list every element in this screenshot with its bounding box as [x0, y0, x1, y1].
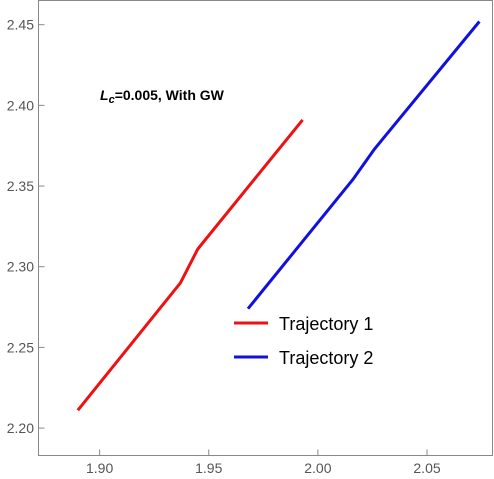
legend: Trajectory 1 Trajectory 2 — [234, 314, 373, 368]
y-tick-label: 2.35 — [7, 178, 34, 194]
y-tick-label: 2.20 — [7, 420, 34, 436]
x-tick-label: 2.05 — [413, 460, 440, 476]
legend-label-trajectory-1: Trajectory 1 — [279, 314, 373, 334]
series-line-trajectory-1 — [76, 118, 304, 412]
chart-annotation: Lc=0.005, With GW — [100, 87, 225, 106]
plot-frame — [38, 0, 493, 456]
y-tick-label: 2.25 — [7, 339, 34, 355]
y-tick-label: 2.45 — [7, 17, 34, 33]
y-tick-label: 2.40 — [7, 97, 34, 113]
legend-item-trajectory-2: Trajectory 2 — [234, 348, 373, 368]
series-line-trajectory-2 — [246, 20, 481, 310]
x-axis-ticks: 1.90 1.95 2.00 2.05 — [86, 449, 441, 476]
x-tick-label: 1.95 — [195, 460, 222, 476]
legend-label-trajectory-2: Trajectory 2 — [279, 348, 373, 368]
annotation-text: =0.005, With GW — [115, 87, 225, 103]
legend-item-trajectory-1: Trajectory 1 — [234, 314, 373, 334]
y-axis-ticks: 2.20 2.25 2.30 2.35 2.40 2.45 — [7, 17, 45, 436]
annotation-symbol: L — [100, 87, 109, 103]
annotation-subscript: c — [109, 94, 115, 106]
y-tick-label: 2.30 — [7, 259, 34, 275]
x-tick-label: 2.00 — [304, 460, 331, 476]
series-lines — [76, 20, 481, 412]
x-tick-label: 1.90 — [86, 460, 113, 476]
